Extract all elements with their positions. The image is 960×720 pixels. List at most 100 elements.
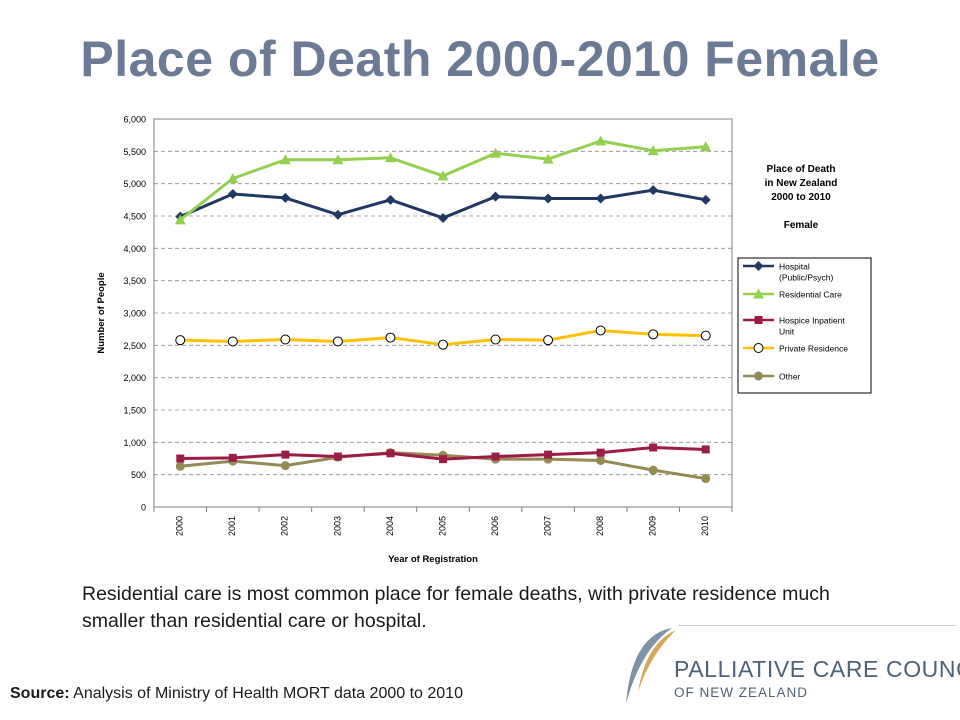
data-point bbox=[386, 449, 395, 458]
data-point bbox=[596, 455, 606, 465]
logo-line2: OF NEW ZEALAND bbox=[674, 685, 809, 700]
data-point bbox=[175, 461, 185, 471]
legend-label: (Public/Psych) bbox=[779, 273, 833, 283]
x-tick-label: 2010 bbox=[700, 516, 710, 536]
legend-entry: Residential Care bbox=[743, 288, 842, 300]
data-point bbox=[332, 336, 343, 347]
x-tick-label: 2008 bbox=[595, 516, 605, 536]
legend-box bbox=[737, 257, 872, 394]
line-chart: 0 500 1,000 1,500 2,000 2,500 3,000 3,500 4,000 4… bbox=[96, 115, 872, 565]
data-point bbox=[279, 154, 291, 165]
data-point bbox=[175, 335, 186, 346]
data-point bbox=[701, 445, 710, 454]
y-axis-title: Number of People bbox=[96, 272, 107, 353]
y-tick-label: 1,500 bbox=[123, 406, 146, 416]
data-point bbox=[700, 194, 711, 205]
legend-label: Hospice Inpatient bbox=[779, 316, 845, 326]
legend-marker bbox=[754, 371, 763, 381]
slide-caption: Residential care is most common place fo… bbox=[82, 583, 830, 632]
logo-swoosh-icon bbox=[626, 628, 676, 704]
source-note: Source: Analysis of Ministry of Health M… bbox=[10, 685, 463, 703]
x-tick-label: 2003 bbox=[332, 516, 342, 536]
y-tick-label: 0 bbox=[141, 503, 146, 513]
y-tick-label: 500 bbox=[131, 470, 146, 480]
legend-marker bbox=[753, 288, 764, 299]
data-point bbox=[439, 455, 447, 464]
data-point bbox=[281, 450, 290, 459]
data-point bbox=[700, 330, 711, 341]
data-point bbox=[438, 212, 448, 223]
x-tick-label: 2006 bbox=[490, 516, 500, 536]
legend-label: Private Residence bbox=[779, 344, 848, 354]
data-point bbox=[332, 209, 343, 220]
data-point bbox=[437, 170, 449, 181]
data-point bbox=[700, 141, 712, 152]
chart-title-line: 2000 to 2010 bbox=[771, 192, 831, 203]
legend-marker bbox=[753, 343, 764, 353]
data-point bbox=[595, 193, 606, 204]
slide-title: Place of Death 2000-2010 Female bbox=[80, 31, 880, 87]
data-point bbox=[596, 448, 605, 457]
data-point bbox=[595, 135, 607, 146]
data-point bbox=[227, 189, 238, 200]
logo-line1: PALLIATIVE CARE COUNCIL bbox=[674, 656, 960, 682]
data-point bbox=[648, 465, 658, 475]
data-point bbox=[280, 334, 291, 345]
data-point bbox=[649, 443, 658, 452]
y-tick-label: 5,000 bbox=[123, 179, 146, 189]
data-point bbox=[490, 147, 502, 158]
data-point bbox=[544, 450, 553, 459]
y-tick-label: 6,000 bbox=[123, 115, 146, 125]
data-point bbox=[332, 154, 344, 165]
y-tick-label: 4,000 bbox=[123, 244, 146, 254]
data-point bbox=[227, 172, 239, 183]
legend-label: Residential Care bbox=[779, 290, 842, 300]
data-point bbox=[333, 452, 342, 461]
data-point bbox=[174, 214, 186, 225]
x-tick-label: 2000 bbox=[175, 516, 185, 536]
data-point bbox=[385, 194, 396, 205]
data-point bbox=[648, 329, 659, 340]
source-text: Analysis of Ministry of Health MORT data… bbox=[69, 685, 463, 702]
data-point bbox=[543, 335, 554, 346]
series-hospital-public-psych bbox=[175, 185, 711, 223]
x-axis-title: Year of Registration bbox=[388, 554, 478, 565]
chart-title-line: Place of Death bbox=[767, 164, 836, 175]
y-tick-label: 4,500 bbox=[123, 212, 146, 222]
legend-label: Other bbox=[779, 372, 800, 382]
data-point bbox=[227, 336, 238, 347]
x-tick-label: 2001 bbox=[227, 516, 237, 536]
data-point bbox=[280, 461, 290, 471]
x-tick-label: 2002 bbox=[280, 516, 290, 536]
series-private-residence bbox=[175, 325, 711, 350]
chart-title-line: Female bbox=[784, 220, 819, 231]
y-tick-label: 3,500 bbox=[123, 276, 146, 286]
y-tick-label: 2,500 bbox=[123, 341, 146, 351]
y-tick-label: 2,000 bbox=[123, 373, 146, 383]
x-tick-label: 2009 bbox=[648, 516, 658, 536]
data-point bbox=[384, 152, 396, 163]
legend-marker bbox=[753, 261, 764, 271]
data-point bbox=[280, 192, 291, 203]
chart-title-line: in New Zealand bbox=[765, 178, 838, 189]
data-point bbox=[438, 339, 448, 350]
data-point bbox=[490, 191, 501, 202]
series-hospice-inpatient-unit bbox=[176, 443, 710, 464]
data-point bbox=[647, 145, 659, 156]
x-tick-label: 2004 bbox=[385, 516, 395, 536]
x-tick-label: 2007 bbox=[542, 516, 552, 536]
data-point bbox=[176, 454, 185, 463]
legend-entry: Hospital(Public/Psych) bbox=[743, 261, 833, 283]
source-label: Source: bbox=[10, 685, 70, 702]
palliative-care-council-logo: PALLIATIVE CARE COUNCIL OF NEW ZEALAND bbox=[618, 622, 960, 714]
logo-rule bbox=[678, 625, 956, 626]
legend-label: Hospital bbox=[779, 262, 810, 272]
data-point bbox=[701, 474, 711, 484]
data-point bbox=[542, 153, 554, 164]
data-point bbox=[595, 325, 606, 336]
legend-entry: Private Residence bbox=[743, 343, 848, 354]
x-tick-label: 2005 bbox=[437, 516, 447, 536]
data-point bbox=[648, 185, 659, 196]
data-point bbox=[385, 332, 396, 343]
